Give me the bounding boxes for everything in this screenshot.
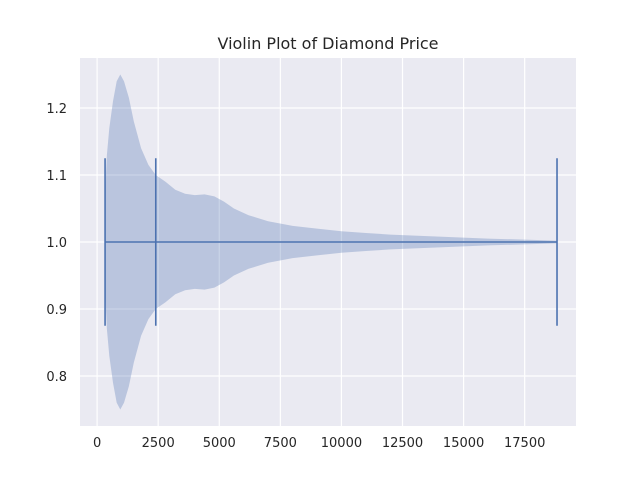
x-tick-label: 12500 xyxy=(382,436,423,451)
y-tick-label: 0.8 xyxy=(46,370,67,385)
y-tick-label: 1.2 xyxy=(46,102,67,117)
x-tick-label: 17500 xyxy=(504,436,545,451)
y-axis-tick-labels: 0.8 0.9 1.0 1.1 1.2 xyxy=(46,102,67,385)
y-tick-label: 1.1 xyxy=(46,169,67,184)
x-tick-label: 5000 xyxy=(203,436,236,451)
y-tick-label: 0.9 xyxy=(46,303,67,318)
violin-stat-lines xyxy=(104,158,558,326)
x-tick-label: 0 xyxy=(93,436,101,451)
x-tick-label: 2500 xyxy=(142,436,175,451)
y-tick-label: 1.0 xyxy=(46,236,67,251)
x-tick-label: 10000 xyxy=(321,436,362,451)
x-axis-tick-labels: 0 2500 5000 7500 10000 12500 15000 17500 xyxy=(93,436,545,451)
x-tick-label: 15000 xyxy=(443,436,484,451)
chart-title: Violin Plot of Diamond Price xyxy=(217,34,438,53)
x-tick-label: 7500 xyxy=(264,436,297,451)
